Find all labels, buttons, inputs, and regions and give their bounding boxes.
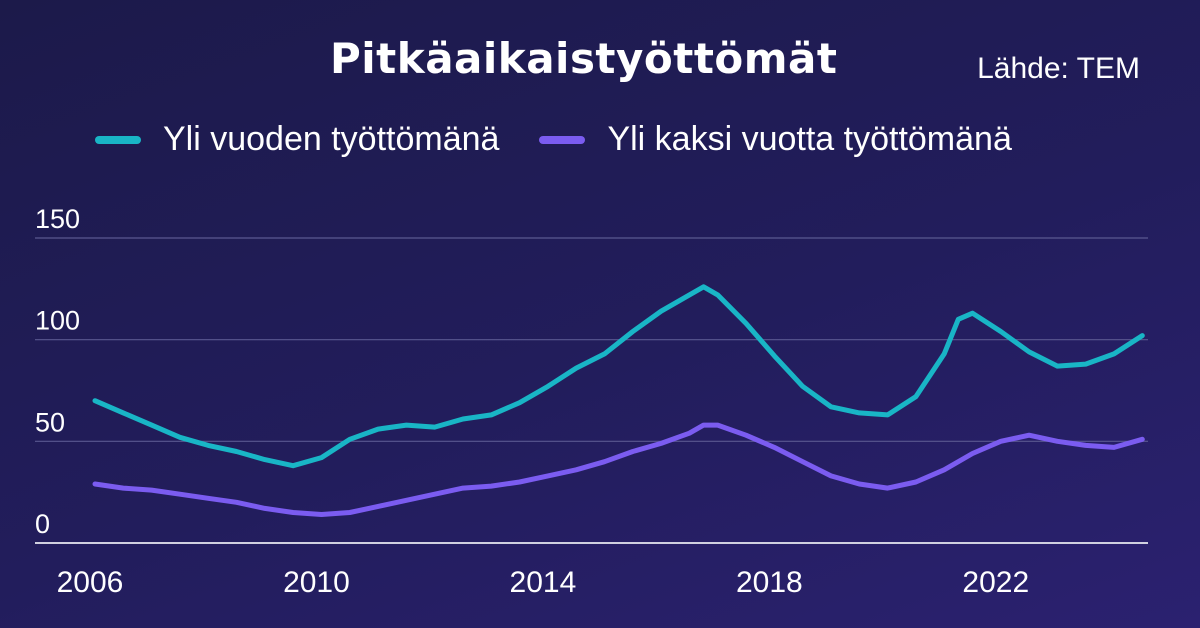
x-tick-label-2010: 2010 — [283, 566, 350, 599]
x-tick-label-2018: 2018 — [736, 566, 803, 599]
series-lines — [92, 284, 1145, 517]
chart-title: Pitkäaikaistyöttömät — [330, 34, 838, 83]
y-axis-ticks: 0 50 100 150 — [35, 204, 80, 539]
series-line-1 — [92, 284, 1145, 469]
legend-item-series-1: Yli vuoden työttömänä — [95, 120, 499, 159]
y-tick-label-0: 0 — [35, 509, 50, 539]
x-tick-label-2022: 2022 — [962, 566, 1029, 599]
y-tick-label-50: 50 — [35, 407, 65, 437]
legend-swatch-series-1 — [95, 135, 141, 144]
x-tick-label-2014: 2014 — [510, 566, 577, 599]
y-tick-label-100: 100 — [35, 306, 80, 336]
y-tick-label-150: 150 — [35, 204, 80, 234]
x-axis-ticks: 2006 2010 2014 2018 2022 — [57, 566, 1030, 599]
chart-legend: Yli vuoden työttömänä Yli kaksi vuotta t… — [95, 120, 1052, 159]
legend-label-series-2: Yli kaksi vuotta työttömänä — [607, 120, 1012, 158]
chart-source: Lähde: TEM — [977, 52, 1140, 85]
series-line-2 — [92, 422, 1145, 517]
x-tick-label-2006: 2006 — [57, 566, 124, 599]
grid-lines — [35, 237, 1148, 544]
legend-swatch-series-2 — [539, 135, 586, 144]
legend-item-series-2: Yli kaksi vuotta työttömänä — [539, 120, 1012, 159]
legend-label-series-1: Yli vuoden työttömänä — [163, 120, 500, 158]
